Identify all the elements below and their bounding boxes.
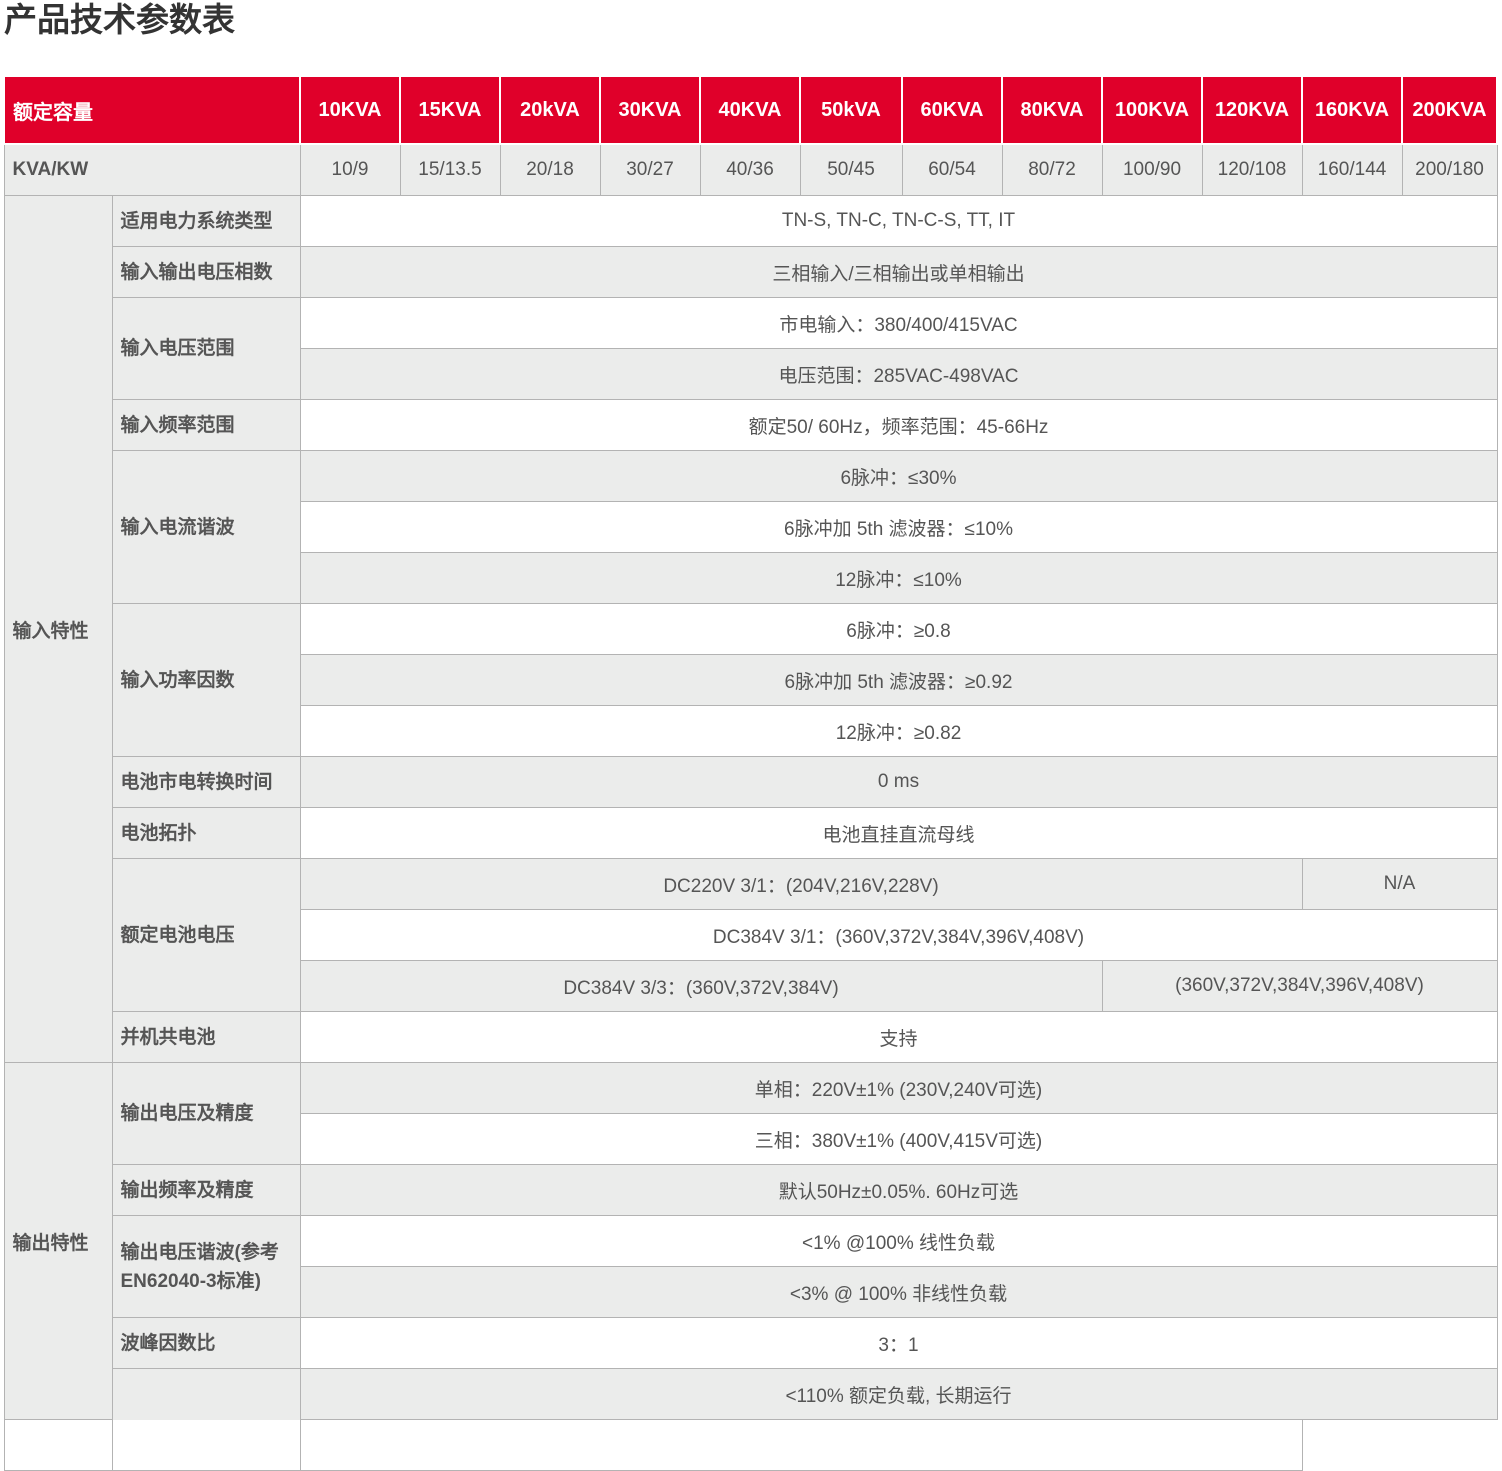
kva-kw-row: KVA/KW 10/9 15/13.5 20/18 30/27 40/36 50… (3, 143, 1498, 196)
table-row: 额定电池电压 DC220V 3/1：(204V,216V,228V) N/A (4, 858, 1498, 1012)
table-row: DC384V 3/1：(360V,372V,384V,396V,408V) (4, 909, 1498, 961)
row-value: 6脉冲：≥0.8 (299, 603, 1498, 655)
row-label: 输入输出电压相数 (111, 246, 301, 298)
table-row: 输出特性 输出电压及精度 单相：220V±1% (230V,240V可选) (3, 1062, 1498, 1420)
kva-value: 10/9 (299, 143, 401, 196)
kva-value: 30/27 (599, 143, 701, 196)
kva-value: 80/72 (1001, 143, 1103, 196)
row-value: 0 ms (299, 756, 1498, 808)
row-value: TN-S, TN-C, TN-C-S, TT, IT (299, 195, 1498, 247)
row-value: DC384V 3/1：(360V,372V,384V,396V,408V) (299, 909, 1498, 961)
row-value: 12脉冲：≥0.82 (299, 705, 1498, 757)
capacity-col: 20kVA (499, 77, 601, 145)
table-row: 6脉冲加 5th 滤波器：≤10% (4, 501, 1498, 553)
row-label: 输出电压及精度 (111, 1062, 301, 1165)
page-title: 产品技术参数表 (4, 1, 235, 38)
table-row: 输入功率因数 6脉冲：≥0.8 (4, 603, 1498, 757)
input-section-label: 输入特性 (3, 195, 113, 1063)
kva-value: 15/13.5 (399, 143, 501, 196)
row-value: 额定50/ 60Hz，频率范围：45-66Hz (299, 399, 1498, 451)
capacity-col: 50kVA (799, 77, 903, 145)
table-row: 12脉冲：≥0.82 (4, 705, 1498, 757)
row-label: 输出频率及精度 (111, 1164, 301, 1216)
capacity-col: 40KVA (699, 77, 801, 145)
table-row: 三相：380V±1% (400V,415V可选) (4, 1113, 1498, 1165)
row-value: 6脉冲加 5th 滤波器：≥0.92 (299, 654, 1498, 706)
row-value: <1% @100% 线性负载 (299, 1215, 1498, 1267)
row-value: N/A (1301, 858, 1498, 910)
table-row: 输出电压谐波(参考EN62040-3标准) <1% @100% 线性负载 (4, 1215, 1498, 1318)
row-label: 并机共电池 (111, 1011, 301, 1063)
spec-table: 额定容量 10KVA 15KVA 20kVA 30KVA 40KVA 50kVA… (3, 77, 1498, 1471)
row-value: 6脉冲：≤30% (299, 450, 1498, 502)
kva-value: 200/180 (1401, 143, 1498, 196)
kva-value: 60/54 (901, 143, 1003, 196)
row-value: DC384V 3/3：(360V,372V,384V) (299, 960, 1103, 1012)
row-value: 电压范围：285VAC-498VAC (299, 348, 1498, 400)
row-value: <110% 额定负载, 长期运行 (299, 1368, 1498, 1420)
row-value: 市电输入：380/400/415VAC (299, 297, 1498, 349)
table-row: 输入电压范围 市电输入：380/400/415VAC (4, 297, 1498, 400)
table-row: 电池市电转换时间 0 ms (4, 756, 1498, 808)
row-label: 额定电池电压 (111, 858, 301, 1012)
capacity-col: 80KVA (1001, 77, 1103, 145)
table-row: 输出频率及精度 默认50Hz±0.05%. 60Hz可选 (4, 1164, 1498, 1216)
table-row: 并机共电池 支持 (4, 1011, 1498, 1063)
row-value: <3% @ 100% 非线性负载 (299, 1266, 1498, 1318)
capacity-col: 30KVA (599, 77, 701, 145)
header-row: 额定容量 10KVA 15KVA 20kVA 30KVA 40KVA 50kVA… (3, 77, 1498, 145)
table-row: 波峰因数比 3：1 (4, 1317, 1498, 1369)
table-row: 电池拓扑 电池直挂直流母线 (4, 807, 1498, 859)
row-label: 输入频率范围 (111, 399, 301, 451)
kva-kw-label: KVA/KW (3, 143, 301, 196)
output-section-label: 输出特性 (3, 1062, 113, 1420)
row-label: 波峰因数比 (111, 1317, 301, 1369)
row-value: 三相输入/三相输出或单相输出 (299, 246, 1498, 298)
table-row: <110% 额定负载, 长期运行 (4, 1368, 1498, 1471)
row-value: 默认50Hz±0.05%. 60Hz可选 (299, 1164, 1498, 1216)
table-row: DC384V 3/3：(360V,372V,384V) (360V,372V,3… (4, 960, 1498, 1012)
capacity-col: 60KVA (901, 77, 1003, 145)
row-value: DC220V 3/1：(204V,216V,228V) (299, 858, 1303, 910)
row-value: 12脉冲：≤10% (299, 552, 1498, 604)
table-row: 输入电流谐波 6脉冲：≤30% (4, 450, 1498, 604)
table-row: 输入频率范围 额定50/ 60Hz，频率范围：45-66Hz (4, 399, 1498, 451)
capacity-col: 120KVA (1201, 77, 1303, 145)
row-value: 6脉冲加 5th 滤波器：≤10% (299, 501, 1498, 553)
capacity-col: 200KVA (1401, 77, 1498, 145)
row-value: 电池直挂直流母线 (299, 807, 1498, 859)
kva-value: 100/90 (1101, 143, 1203, 196)
rated-capacity-label: 额定容量 (3, 77, 301, 145)
kva-value: 40/36 (699, 143, 801, 196)
table-row (3, 1419, 1497, 1471)
kva-value: 20/18 (499, 143, 601, 196)
row-value: 3：1 (299, 1317, 1498, 1369)
row-label: 适用电力系统类型 (111, 195, 301, 247)
row-label: 电池市电转换时间 (111, 756, 301, 808)
capacity-col: 10KVA (299, 77, 401, 145)
table-row: 输入特性 适用电力系统类型 TN-S, TN-C, TN-C-S, TT, IT (3, 195, 1498, 1063)
table-row: 电压范围：285VAC-498VAC (4, 348, 1498, 400)
row-value (3, 1419, 1303, 1471)
table-row: 6脉冲加 5th 滤波器：≥0.92 (4, 654, 1498, 706)
row-value: 单相：220V±1% (230V,240V可选) (299, 1062, 1498, 1114)
row-label: 输入电流谐波 (111, 450, 301, 604)
capacity-col: 160KVA (1301, 77, 1403, 145)
table-row: <3% @ 100% 非线性负载 (4, 1266, 1498, 1318)
row-value: 三相：380V±1% (400V,415V可选) (299, 1113, 1498, 1165)
row-value: (360V,372V,384V,396V,408V) (1101, 960, 1498, 1012)
row-label: 输入功率因数 (111, 603, 301, 757)
capacity-col: 100KVA (1101, 77, 1203, 145)
kva-value: 120/108 (1201, 143, 1303, 196)
kva-value: 160/144 (1301, 143, 1403, 196)
row-value: 支持 (299, 1011, 1498, 1063)
row-label: 输入电压范围 (111, 297, 301, 400)
row-label: 电池拓扑 (111, 807, 301, 859)
kva-value: 50/45 (799, 143, 903, 196)
capacity-col: 15KVA (399, 77, 501, 145)
table-row: 输入输出电压相数 三相输入/三相输出或单相输出 (4, 246, 1498, 298)
row-label: 输出电压谐波(参考EN62040-3标准) (111, 1215, 301, 1318)
